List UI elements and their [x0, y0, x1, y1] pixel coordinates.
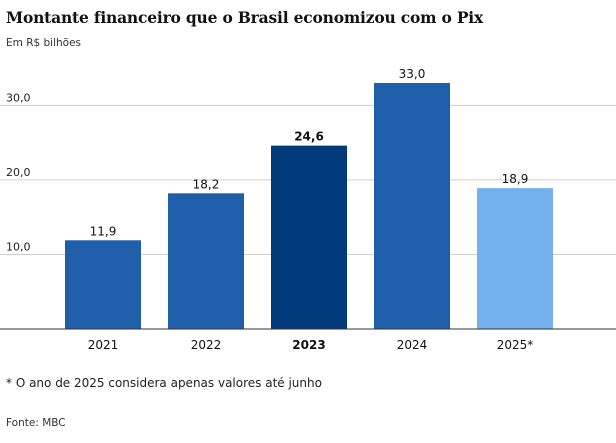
- y-tick-label: 10,0: [6, 240, 31, 253]
- x-tick-label: 2025*: [497, 338, 534, 352]
- x-tick-label: 2022: [191, 338, 222, 352]
- x-tick-label: 2021: [88, 338, 119, 352]
- bar-2022: [168, 193, 244, 329]
- bar-2021: [65, 240, 141, 329]
- value-label: 11,9: [90, 224, 117, 238]
- bar-2025: [477, 188, 553, 329]
- value-label: 18,9: [502, 172, 529, 186]
- chart-subtitle: Em R$ bilhões: [6, 37, 82, 49]
- bars: [65, 83, 553, 329]
- value-label: 18,2: [193, 177, 220, 191]
- value-label: 24,6: [294, 130, 324, 144]
- chart-title: Montante financeiro que o Brasil economi…: [6, 8, 484, 27]
- y-tick-label: 20,0: [6, 166, 31, 179]
- bar-2024: [374, 83, 450, 329]
- y-tick-label: 30,0: [6, 91, 31, 104]
- x-tick-label: 2024: [397, 338, 428, 352]
- value-labels: 11,9 18,2 24,6 33,0 18,9: [90, 67, 529, 238]
- x-tick-label: 2023: [292, 338, 325, 352]
- value-label: 33,0: [399, 67, 426, 81]
- y-axis-ticks: 10,0 20,0 30,0: [6, 91, 31, 253]
- footnote: * O ano de 2025 considera apenas valores…: [6, 376, 322, 390]
- x-axis-ticks: 2021 2022 2023 2024 2025*: [88, 338, 534, 352]
- bar-2023: [271, 145, 347, 329]
- source-note: Fonte: MBC: [6, 417, 66, 429]
